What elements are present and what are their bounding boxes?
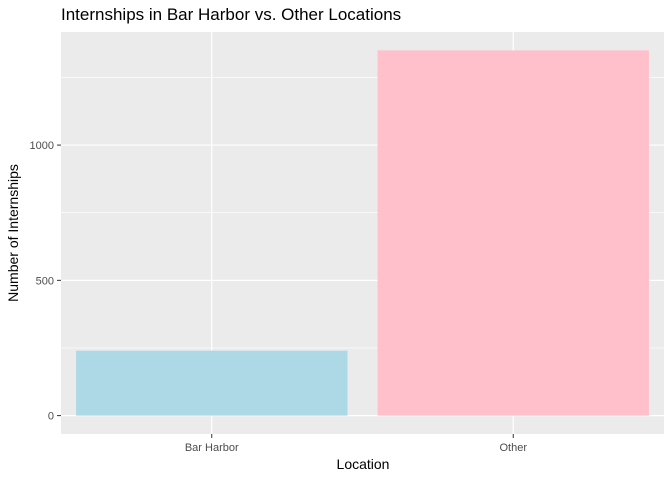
plot-area: 0 500 1000 Bar Harbor Other	[30, 32, 664, 454]
y-tick-label: 500	[36, 275, 54, 287]
bar-bar-harbor	[76, 350, 348, 416]
x-tick-label: Bar Harbor	[185, 442, 239, 454]
y-tick-label: 0	[48, 411, 54, 423]
chart-title: Internships in Bar Harbor vs. Other Loca…	[61, 5, 401, 24]
x-tick-label: Other	[499, 442, 527, 454]
y-axis-title: Number of Internships	[5, 164, 21, 302]
y-tick-label: 1000	[30, 140, 54, 152]
bar-other	[377, 50, 649, 416]
x-axis-title: Location	[337, 456, 390, 472]
